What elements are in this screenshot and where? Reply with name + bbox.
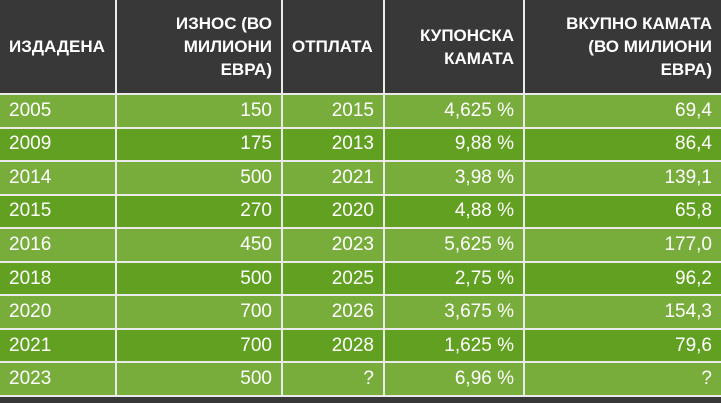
table-cell-r1-c1: 2005 xyxy=(0,95,115,127)
table-cell-r6-c1: 2018 xyxy=(0,262,115,295)
table-cell-r1-c2: 150 xyxy=(117,95,281,127)
table-cell-r6-c4: 2,75 % xyxy=(385,262,523,295)
table-cell-r7-c1: 2020 xyxy=(0,296,115,328)
table-cell-r5-c4: 5,625 % xyxy=(385,229,523,261)
column-header-2: ИЗНОС (ВО МИЛИОНИ ЕВРА) xyxy=(117,0,281,93)
table-cell-r4-c1: 2015 xyxy=(0,195,115,228)
table-cell-r5-c1: 2016 xyxy=(0,229,115,261)
table-cell-r5-c2: 450 xyxy=(117,229,281,261)
table-cell-r4-c4: 4,88 % xyxy=(385,195,523,228)
table-cell-r3-c5: 139,1 xyxy=(525,162,721,194)
table-cell-r9-c1: 2023 xyxy=(0,363,115,395)
table-cell-r7-c5: 154,3 xyxy=(525,296,721,328)
table-cell-r2-c3: 2013 xyxy=(283,128,383,161)
table-cell-r9-c3: ? xyxy=(283,363,383,395)
table-cell-r6-c2: 500 xyxy=(117,262,281,295)
table-cell-r6-c5: 96,2 xyxy=(525,262,721,295)
column-header-3: ОТПЛАТА xyxy=(283,0,383,93)
bottom-bar xyxy=(0,396,721,403)
table-cell-r2-c4: 9,88 % xyxy=(385,128,523,161)
table-cell-r6-c3: 2025 xyxy=(283,262,383,295)
table-cell-r9-c4: 6,96 % xyxy=(385,363,523,395)
table-cell-r7-c4: 3,675 % xyxy=(385,296,523,328)
table-cell-r2-c2: 175 xyxy=(117,128,281,161)
table-cell-r5-c3: 2023 xyxy=(283,229,383,261)
table-cell-r4-c5: 65,8 xyxy=(525,195,721,228)
table-cell-r3-c2: 500 xyxy=(117,162,281,194)
table-cell-r8-c2: 700 xyxy=(117,329,281,362)
table-cell-r2-c1: 2009 xyxy=(0,128,115,161)
table-cell-r8-c1: 2021 xyxy=(0,329,115,362)
table-cell-r8-c3: 2028 xyxy=(283,329,383,362)
table-cell-r4-c3: 2020 xyxy=(283,195,383,228)
table-cell-r1-c4: 4,625 % xyxy=(385,95,523,127)
table-cell-r4-c2: 270 xyxy=(117,195,281,228)
table-cell-r9-c5: ? xyxy=(525,363,721,395)
table-cell-r8-c5: 79,6 xyxy=(525,329,721,362)
table-cell-r3-c4: 3,98 % xyxy=(385,162,523,194)
table-cell-r5-c5: 177,0 xyxy=(525,229,721,261)
table-cell-r7-c3: 2026 xyxy=(283,296,383,328)
column-header-4: КУПОНСКА КАМАТА xyxy=(385,0,523,93)
table-cell-r1-c5: 69,4 xyxy=(525,95,721,127)
table-cell-r9-c2: 500 xyxy=(117,363,281,395)
table-cell-r7-c2: 700 xyxy=(117,296,281,328)
table-cell-r2-c5: 86,4 xyxy=(525,128,721,161)
table-cell-r8-c4: 1,625 % xyxy=(385,329,523,362)
table-cell-r3-c3: 2021 xyxy=(283,162,383,194)
table-cell-r3-c1: 2014 xyxy=(0,162,115,194)
table-cell-r1-c3: 2015 xyxy=(283,95,383,127)
column-header-5: ВКУПНО КАМАТА (ВО МИЛИОНИ ЕВРА) xyxy=(525,0,721,93)
column-header-1: ИЗДАДЕНА xyxy=(0,0,115,93)
